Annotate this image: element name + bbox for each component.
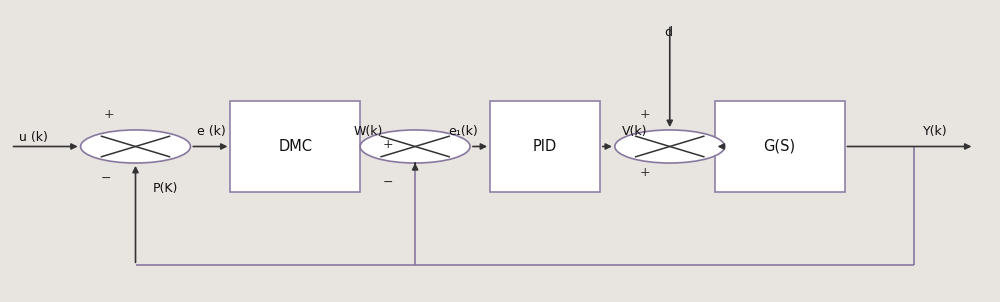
Text: +: + — [103, 108, 114, 121]
Circle shape — [615, 130, 725, 163]
FancyBboxPatch shape — [715, 101, 845, 191]
Text: +: + — [639, 108, 650, 121]
Text: PID: PID — [533, 139, 557, 154]
Text: e₁(k): e₁(k) — [448, 125, 478, 138]
Text: G(S): G(S) — [764, 139, 796, 154]
Text: W(k): W(k) — [353, 125, 383, 138]
Text: +: + — [639, 165, 650, 178]
Circle shape — [81, 130, 190, 163]
Text: u (k): u (k) — [19, 131, 48, 144]
Text: V(k): V(k) — [622, 125, 647, 138]
Text: −: − — [383, 176, 393, 189]
Text: −: − — [100, 172, 111, 185]
Text: Y(k): Y(k) — [923, 125, 948, 138]
Text: P(K): P(K) — [152, 182, 178, 195]
FancyBboxPatch shape — [230, 101, 360, 191]
Text: DMC: DMC — [278, 139, 312, 154]
Text: d: d — [664, 26, 672, 39]
Text: e (k): e (k) — [197, 125, 226, 138]
Circle shape — [360, 130, 470, 163]
Text: +: + — [383, 139, 393, 152]
FancyBboxPatch shape — [490, 101, 600, 191]
